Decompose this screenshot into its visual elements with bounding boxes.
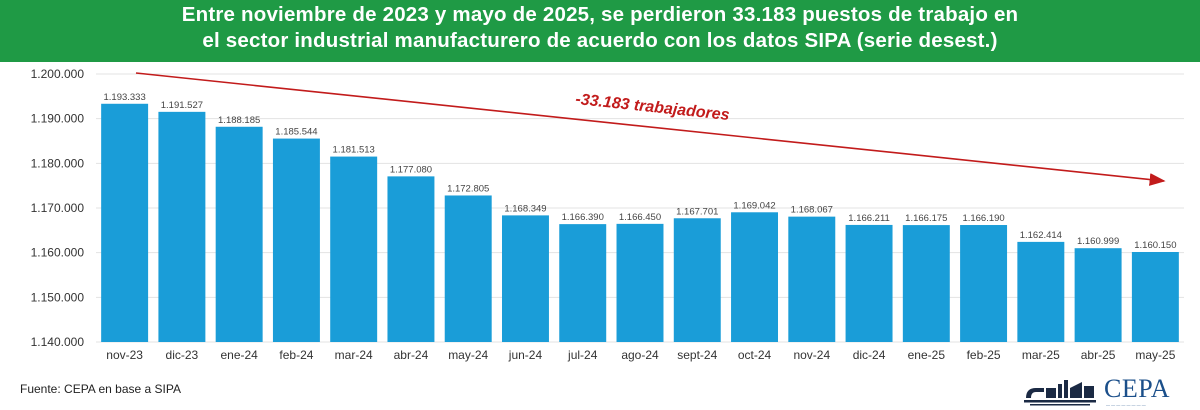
x-tick-label: may-25: [1135, 348, 1175, 362]
bar: [673, 218, 721, 342]
x-tick-label: dic-24: [853, 348, 886, 362]
bar: [101, 103, 149, 342]
x-tick-label: dic-23: [166, 348, 199, 362]
bar-value-label: 1.160.150: [1134, 240, 1176, 251]
bar: [330, 156, 378, 342]
title-line-1: Entre noviembre de 2023 y mayo de 2025, …: [181, 3, 1019, 26]
x-tick-label: abr-25: [1081, 348, 1116, 362]
bar: [731, 212, 779, 342]
bar-value-label: 1.193.333: [103, 92, 145, 103]
cepa-logo: CEPA — — — — — — — —: [1104, 374, 1196, 408]
x-tick-label: ago-24: [621, 348, 659, 362]
x-tick-label: may-24: [448, 348, 488, 362]
bar: [1131, 251, 1179, 342]
bar-value-label: 1.162.414: [1020, 230, 1062, 241]
bar: [788, 216, 836, 342]
x-tick-label: oct-24: [738, 348, 772, 362]
bar-value-label: 1.168.349: [504, 203, 546, 214]
x-tick-label: ene-24: [220, 348, 258, 362]
title-banner: Entre noviembre de 2023 y mayo de 2025, …: [0, 0, 1200, 62]
bar: [387, 176, 435, 342]
bar: [444, 195, 492, 342]
y-tick-label: 1.160.000: [31, 246, 85, 260]
bar-value-label: 1.166.190: [962, 213, 1004, 224]
x-tick-label: jun-24: [508, 348, 543, 362]
x-tick-label: nov-24: [793, 348, 830, 362]
bar: [501, 215, 549, 342]
x-tick-label: mar-25: [1022, 348, 1060, 362]
bar-value-label: 1.160.999: [1077, 236, 1119, 247]
bar: [559, 224, 607, 342]
bar-value-label: 1.172.805: [447, 183, 489, 194]
chart-title: Entre noviembre de 2023 y mayo de 2025, …: [0, 2, 1200, 54]
bar: [960, 225, 1008, 342]
bar: [616, 223, 664, 342]
bar-value-label: 1.166.211: [848, 213, 890, 224]
trend-arrow: [135, 72, 1166, 186]
x-tick-label: sept-24: [677, 348, 717, 362]
bar-value-label: 1.177.080: [390, 164, 432, 175]
y-tick-label: 1.190.000: [31, 112, 85, 126]
bar-value-label: 1.168.067: [791, 205, 833, 216]
x-tick-label: feb-24: [279, 348, 313, 362]
bar: [272, 138, 320, 342]
x-tick-label: ene-25: [908, 348, 946, 362]
bar-value-label: 1.185.544: [275, 127, 317, 138]
cepa-logo-text: CEPA: [1104, 374, 1171, 403]
bar-value-label: 1.167.701: [676, 206, 718, 217]
y-tick-label: 1.140.000: [31, 335, 85, 349]
x-tick-label: nov-23: [106, 348, 143, 362]
x-tick-label: abr-24: [394, 348, 429, 362]
bar: [902, 225, 950, 342]
bar-value-label: 1.169.042: [733, 200, 775, 211]
y-tick-label: 1.150.000: [31, 290, 85, 304]
bar: [215, 126, 263, 342]
bar-value-label: 1.181.513: [333, 145, 375, 156]
title-line-2: el sector industrial manufacturero de ac…: [202, 29, 998, 52]
x-tick-label: mar-24: [335, 348, 373, 362]
bar-value-label: 1.166.450: [619, 212, 661, 223]
bar-value-label: 1.166.390: [562, 212, 604, 223]
x-tick-label: jul-24: [567, 348, 598, 362]
bar: [845, 224, 893, 342]
y-tick-label: 1.200.000: [31, 67, 85, 81]
y-tick-label: 1.170.000: [31, 201, 85, 215]
y-tick-label: 1.180.000: [31, 156, 85, 170]
bar: [158, 111, 206, 342]
bar-value-label: 1.191.527: [161, 100, 203, 111]
bar-chart: 1.140.000 1.150.000 1.160.000 1.170.000 1.18…: [31, 67, 1184, 362]
bar: [1017, 241, 1065, 342]
csi-logo: [1024, 380, 1096, 406]
source-note: Fuente: CEPA en base a SIPA: [20, 382, 181, 396]
bar: [1074, 248, 1122, 342]
cepa-logo-subtitle: — — — — — — — —: [1106, 402, 1146, 407]
bar-value-label: 1.188.185: [218, 115, 260, 126]
bar-value-label: 1.166.175: [905, 213, 947, 224]
x-tick-label: feb-25: [967, 348, 1001, 362]
